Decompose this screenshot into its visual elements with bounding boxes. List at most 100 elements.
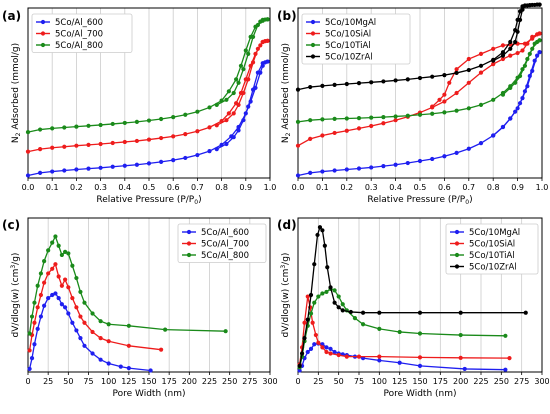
data-point (78, 289, 83, 295)
data-point (35, 326, 40, 331)
data-point (98, 357, 103, 362)
data-point (500, 92, 506, 97)
legend-box (445, 223, 539, 275)
data-point (106, 339, 111, 344)
x-tick-label: 0.5 (143, 183, 156, 192)
legend-box (177, 223, 267, 263)
data-point (500, 56, 506, 62)
data-point (74, 275, 79, 281)
data-point (299, 351, 305, 356)
data-point (295, 87, 301, 92)
data-point (226, 111, 231, 116)
legend-marker (454, 241, 460, 246)
data-point (134, 162, 139, 167)
x-tick-label: 0.4 (389, 183, 402, 192)
legend-marker (310, 31, 316, 36)
x-tick-label: 0.9 (239, 183, 252, 192)
data-point (260, 18, 265, 23)
data-point (110, 140, 115, 146)
data-point (527, 3, 532, 8)
data-point (522, 89, 528, 94)
x-tick-label: 50 (63, 377, 73, 386)
data-point (118, 364, 123, 369)
data-point (508, 53, 513, 58)
data-point (56, 295, 61, 301)
data-point (332, 349, 337, 355)
data-point (393, 118, 398, 123)
data-point (148, 368, 153, 373)
data-point (517, 73, 523, 79)
data-point (32, 342, 37, 347)
data-point (62, 125, 67, 130)
data-point (70, 320, 75, 325)
data-point (381, 121, 386, 126)
data-point (82, 343, 87, 348)
data-point (313, 332, 318, 338)
data-point (352, 316, 358, 321)
x-tick-label: 0.5 (414, 183, 427, 192)
pore-distribution-line (298, 296, 510, 365)
data-point (332, 300, 337, 305)
x-tick-label: 50 (334, 377, 344, 386)
data-point (322, 243, 327, 248)
series-3 (295, 38, 542, 124)
data-point (236, 102, 241, 107)
data-point (328, 351, 333, 356)
x-tick-label: 100 (101, 377, 116, 386)
data-point (110, 121, 115, 127)
data-point (46, 271, 51, 276)
data-point (356, 81, 362, 86)
data-point (32, 300, 37, 305)
data-point (462, 366, 467, 372)
data-point (66, 311, 71, 316)
series-3 (297, 286, 508, 370)
data-point (195, 109, 200, 114)
data-point (454, 90, 459, 96)
x-tick-label: 0.3 (94, 183, 107, 192)
data-point (532, 58, 537, 63)
series-4 (295, 2, 542, 92)
data-point (340, 302, 345, 307)
data-point (126, 343, 131, 348)
series-2 (297, 294, 512, 367)
data-point (377, 310, 382, 315)
data-point (42, 280, 47, 285)
data-point (491, 133, 496, 138)
data-point (537, 50, 542, 55)
x-tick-label: 275 (242, 377, 257, 386)
data-point (38, 127, 43, 132)
data-point (195, 129, 200, 134)
data-point (336, 352, 341, 358)
legend-marker (40, 19, 46, 25)
x-tick-label: 0.0 (292, 183, 305, 192)
data-point (223, 329, 228, 334)
data-point (250, 34, 256, 40)
data-point (56, 243, 61, 248)
data-point (171, 134, 176, 139)
data-point (447, 80, 452, 85)
data-point (297, 363, 302, 368)
data-point (159, 135, 164, 141)
x-tick-label: 200 (453, 377, 468, 386)
data-point (297, 368, 302, 373)
legend-marker (310, 42, 316, 48)
data-point (265, 38, 270, 43)
data-point (442, 92, 447, 97)
x-tick-label: 1.0 (264, 183, 277, 192)
data-point (344, 81, 349, 87)
data-point (442, 154, 447, 159)
data-point (308, 346, 314, 351)
data-point (27, 366, 32, 372)
legend-label: 5Co/Al_800 (201, 251, 249, 261)
data-point (106, 361, 111, 366)
data-point (344, 116, 349, 121)
data-point (310, 320, 315, 325)
data-point (53, 234, 58, 239)
legend-marker (454, 264, 460, 269)
data-point (517, 17, 523, 22)
data-point (308, 118, 313, 123)
data-point (405, 77, 410, 82)
data-point (478, 102, 484, 107)
legend-label: 5Co/Al_600 (55, 18, 103, 28)
x-tick-label: 100 (372, 377, 387, 386)
